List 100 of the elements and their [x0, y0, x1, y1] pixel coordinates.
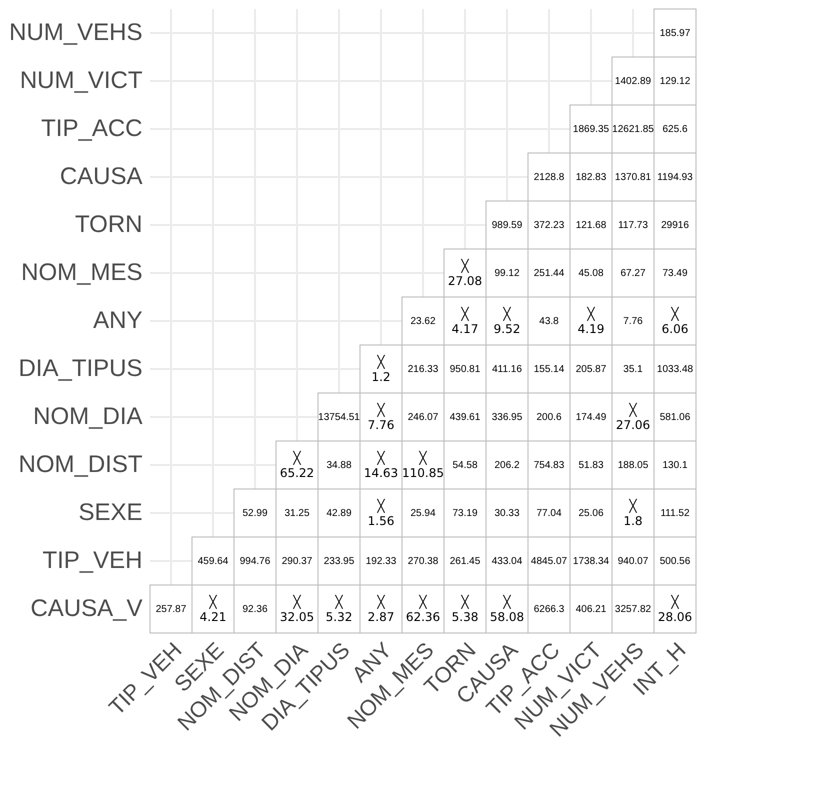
data-label: 257.87	[156, 604, 187, 615]
data-label: 42.89	[326, 508, 352, 519]
data-label: 67.27	[620, 268, 646, 279]
data-label: 182.83	[576, 172, 607, 183]
data-label: 206.2	[494, 460, 520, 471]
data-label: 73.19	[452, 508, 478, 519]
data-label: 30.33	[494, 508, 520, 519]
data-label: ╳ 4.19	[578, 306, 604, 336]
data-label: 31.25	[284, 508, 310, 519]
data-label: ╳ 4.21	[200, 594, 226, 624]
data-label: 1194.93	[657, 172, 694, 183]
data-label: ╳ 1.8	[623, 498, 643, 528]
data-label: 1869.35	[572, 124, 610, 135]
data-label: ╳ 58.08	[490, 594, 524, 624]
data-label: 4845.07	[530, 556, 568, 567]
y-tick-label: NOM_MES	[21, 259, 142, 286]
data-label: ╳ 27.08	[448, 258, 482, 288]
data-label: 290.37	[282, 556, 313, 567]
data-label: 200.6	[536, 412, 562, 423]
data-label: 25.94	[410, 508, 436, 519]
data-label: 77.04	[536, 508, 562, 519]
data-label: 233.95	[324, 556, 355, 567]
data-label: 372.23	[534, 220, 565, 231]
data-label: 54.58	[452, 460, 478, 471]
y-tick-label: DIA_TIPUS	[18, 355, 142, 382]
data-label: ╳ 1.56	[368, 498, 394, 528]
data-label: 1033.48	[656, 364, 694, 375]
data-label: ╳ 9.52	[494, 306, 520, 336]
data-label: 29916	[661, 220, 690, 231]
y-tick-label: NUM_VICT	[20, 67, 143, 94]
data-label: 174.49	[576, 412, 607, 423]
data-label: 6266.3	[534, 604, 565, 615]
data-label: 2128.8	[534, 172, 565, 183]
data-label: 34.88	[326, 460, 352, 471]
data-label: 92.36	[242, 604, 268, 615]
data-label: ╳ 27.06	[616, 402, 650, 432]
data-label: 270.38	[408, 556, 439, 567]
data-label: ╳ 28.06	[658, 594, 692, 624]
data-label: 35.1	[623, 364, 644, 375]
data-label: 121.68	[576, 220, 607, 231]
data-label: 459.64	[198, 556, 229, 567]
data-label: 433.04	[492, 556, 523, 567]
y-tick-label: NUM_VEHS	[9, 19, 142, 46]
data-label: ╳ 32.05	[280, 594, 314, 624]
data-label: 1402.89	[614, 76, 652, 87]
data-label: ╳ 62.36	[406, 594, 440, 624]
data-label: 45.08	[578, 268, 604, 279]
data-label: ╳ 65.22	[280, 450, 314, 480]
data-label: 25.06	[578, 508, 604, 519]
y-tick-label: NOM_DIST	[18, 451, 143, 478]
data-label: 216.33	[408, 364, 439, 375]
data-label: ╳ 2.87	[368, 594, 394, 624]
data-label: 251.44	[534, 268, 565, 279]
data-label: 625.6	[662, 124, 688, 135]
y-tick-label: TIP_VEH	[42, 547, 142, 574]
data-label: 23.62	[410, 316, 436, 327]
y-tick-label: TIP_ACC	[41, 115, 142, 142]
data-label: ╳ 1.2	[371, 354, 391, 384]
data-label: 117.73	[618, 220, 648, 231]
data-label: 950.81	[450, 364, 481, 375]
data-label: 261.45	[450, 556, 481, 567]
data-label: 192.33	[366, 556, 397, 567]
data-label: 185.97	[660, 28, 691, 39]
y-tick-label: ANY	[93, 307, 142, 334]
data-label: 12621.85	[612, 124, 654, 135]
y-tick-label: NOM_DIA	[33, 403, 142, 430]
data-label: 188.05	[618, 460, 649, 471]
data-label: 52.99	[242, 508, 268, 519]
data-label: 155.14	[534, 364, 565, 375]
data-label: ╳ 14.63	[364, 450, 398, 480]
data-label: 336.95	[492, 412, 523, 423]
data-label: 1738.34	[572, 556, 610, 567]
data-label: 994.76	[240, 556, 271, 567]
y-tick-label: CAUSA	[60, 163, 142, 190]
data-label: ╳ 5.38	[452, 594, 478, 624]
data-label: 99.12	[494, 268, 520, 279]
data-label: 754.83	[534, 460, 565, 471]
data-label: 989.59	[492, 220, 523, 231]
data-label: 439.61	[450, 412, 481, 423]
data-label: 73.49	[662, 268, 688, 279]
data-label: ╳ 4.17	[452, 306, 478, 336]
data-label: ╳ 5.32	[326, 594, 352, 624]
data-label: 51.83	[578, 460, 604, 471]
y-tick-label: CAUSA_V	[30, 595, 142, 622]
data-label: ╳ 7.76	[368, 402, 394, 432]
data-label: 246.07	[408, 412, 439, 423]
data-label: 500.56	[660, 556, 691, 567]
data-label: 940.07	[618, 556, 649, 567]
y-tick-label: TORN	[74, 211, 142, 238]
data-label: 406.21	[576, 604, 607, 615]
data-label: 3257.82	[614, 604, 652, 615]
data-label: 130.1	[662, 460, 688, 471]
data-label: 411.16	[492, 364, 522, 375]
data-label: 1370.81	[614, 172, 652, 183]
data-label: 7.76	[623, 316, 644, 327]
data-label: 129.12	[660, 76, 691, 87]
data-label: 43.8	[539, 316, 560, 327]
data-label: ╳ 110.85	[402, 450, 444, 480]
data-label: 581.06	[660, 412, 691, 423]
data-label: 111.52	[660, 508, 690, 519]
